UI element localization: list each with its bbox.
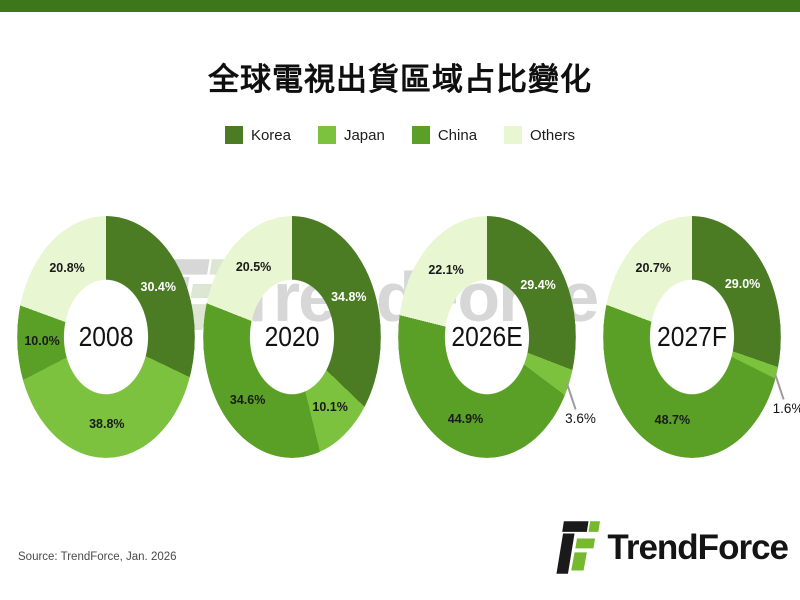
legend-label-japan: Japan (343, 126, 385, 144)
legend-swatch-china (411, 126, 430, 144)
donut-chart-2008: 2008 30.4% 38.8% 10.0% 20.8% (6, 207, 206, 467)
trendforce-logo: TrendForce (554, 521, 789, 574)
slice-label-2008-china: 10.0% (24, 334, 60, 349)
leader-line-2026e-japan (566, 382, 578, 411)
slice-label-2020-others: 20.5% (235, 260, 272, 275)
slice-label-2026e-others: 22.1% (428, 263, 464, 278)
legend-item-japan: Japan (317, 126, 385, 144)
slice-label-2008-others: 20.8% (49, 260, 85, 275)
donut-ring-2008 (17, 216, 195, 458)
donut-ring-2027f (603, 216, 781, 458)
slice-label-2020-china: 34.6% (229, 392, 266, 407)
slice-label-2008-japan: 38.8% (89, 416, 125, 431)
donut-ring-2020 (203, 216, 381, 458)
legend-label-others: Others (530, 126, 576, 144)
page-title: 全球電視出貨區域占比變化 (208, 61, 592, 97)
trendforce-logo-mark-icon (556, 521, 601, 574)
slice-label-2008-korea: 30.4% (140, 279, 176, 294)
legend-item-others: Others (504, 126, 575, 144)
legend-label-korea: Korea (250, 126, 291, 144)
year-label-2008: 2008 (78, 321, 134, 352)
leader-line-2027f-japan (774, 372, 785, 401)
legend-item-china: China (411, 126, 478, 144)
slice-label-2020-korea: 34.8% (331, 290, 367, 305)
slice-label-2020-japan: 10.1% (312, 399, 348, 414)
donut-chart-2027f: 2027F 29.0% 1.6% 48.7% 20.7% (592, 207, 800, 467)
legend-label-china: China (437, 126, 478, 144)
slice-label-2027f-korea: 29.0% (724, 276, 761, 291)
legend-swatch-others (504, 126, 523, 144)
top-accent-bar (0, 0, 800, 12)
slice-label-2027f-china: 48.7% (654, 412, 691, 427)
chart-legend: Korea Japan China Others (0, 126, 800, 144)
slice-label-2026e-japan: 3.6% (565, 411, 596, 427)
source-note: Source: TrendForce, Jan. 2026 (18, 551, 177, 563)
year-label-2026e: 2026E (451, 321, 523, 352)
donut-chart-2026e: 2026E 29.4% 3.6% 44.9% 22.1% (387, 207, 596, 467)
donut-ring-2026e (398, 216, 576, 458)
legend-item-korea: Korea (224, 126, 291, 144)
legend-swatch-korea (224, 126, 243, 144)
legend-swatch-japan (317, 126, 336, 144)
slice-label-2027f-japan: 1.6% (772, 401, 800, 417)
donut-chart-2020: 2020 34.8% 10.1% 34.6% 20.5% (192, 207, 392, 467)
slice-label-2027f-others: 20.7% (635, 260, 671, 275)
slice-label-2026e-korea: 29.4% (520, 277, 556, 292)
year-label-2020: 2020 (264, 321, 320, 352)
trendforce-logo-text: TrendForce (607, 527, 789, 567)
slice-label-2026e-china: 44.9% (447, 411, 484, 426)
year-label-2027f: 2027F (657, 321, 727, 352)
